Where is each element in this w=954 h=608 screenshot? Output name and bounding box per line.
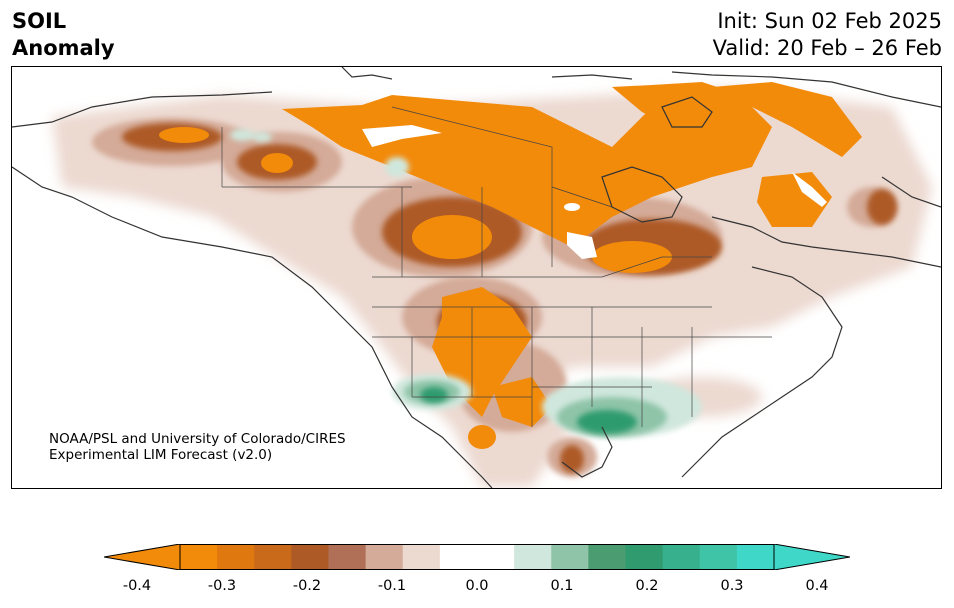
map-title: SOIL Anomaly xyxy=(12,8,115,62)
colorbar-segments xyxy=(104,544,850,570)
colorbar-segment xyxy=(254,544,292,570)
colorbar-tick-label: 0.0 xyxy=(465,578,489,594)
colorbar-extend-min xyxy=(104,544,181,570)
colorbar-segment xyxy=(439,544,478,570)
colorbar-segment xyxy=(328,544,367,570)
colorbar-tick-label: 0.3 xyxy=(720,578,744,594)
credit-text: NOAA/PSL and University of Colorado/CIRE… xyxy=(49,431,346,463)
colorbar-tick-label: 0.1 xyxy=(550,578,574,594)
colorbar-segment xyxy=(514,544,552,570)
colorbar-segment xyxy=(217,544,255,570)
colorbar-tick-label: 0.2 xyxy=(635,578,659,594)
colorbar-tick-labels: -0.4 -0.3 -0.2 -0.1 0.0 0.1 0.2 0.3 0.4 xyxy=(0,578,954,598)
colorbar-tick-label: -0.4 xyxy=(122,578,152,594)
colorbar-segment xyxy=(291,544,329,570)
colorbar-segment xyxy=(736,544,775,570)
colorbar-segment xyxy=(662,544,701,570)
political-boundaries xyxy=(221,106,772,427)
init-date-label: Init: Sun 02 Feb 2025 xyxy=(717,9,942,33)
colorbar-segment xyxy=(551,544,589,570)
colorbar-segment xyxy=(625,544,664,570)
title-line-1: SOIL xyxy=(12,9,67,33)
colorbar-segment xyxy=(699,544,738,570)
colorbar-tick-label: 0.4 xyxy=(805,578,829,594)
anomaly-map xyxy=(11,66,942,489)
colorbar-extend-max xyxy=(773,544,850,570)
credit-line-2: Experimental LIM Forecast (v2.0) xyxy=(49,447,273,463)
anomaly-neutral-areas xyxy=(362,125,827,259)
title-line-2: Anomaly xyxy=(12,36,115,60)
colorbar-segment xyxy=(588,544,626,570)
valid-range-label: Valid: 20 Feb – 26 Feb xyxy=(712,36,942,60)
map-canvas xyxy=(12,67,941,488)
credit-line-1: NOAA/PSL and University of Colorado/CIRE… xyxy=(49,431,346,447)
colorbar-tick-label: -0.2 xyxy=(292,578,322,594)
map-boundaries xyxy=(12,67,941,488)
colorbar-tick-label: -0.3 xyxy=(207,578,237,594)
colorbar-segment xyxy=(477,544,515,570)
colorbar-segment xyxy=(365,544,404,570)
anomaly-dark-green-areas xyxy=(420,387,637,434)
colorbar-outline xyxy=(179,544,775,570)
forecast-dates: Init: Sun 02 Feb 2025 Valid: 20 Feb – 26… xyxy=(713,8,942,62)
colorbar-tick-label: -0.1 xyxy=(377,578,407,594)
colorbar xyxy=(104,544,850,570)
colorbar-segment xyxy=(402,544,441,570)
colorbar-segment xyxy=(180,544,218,570)
